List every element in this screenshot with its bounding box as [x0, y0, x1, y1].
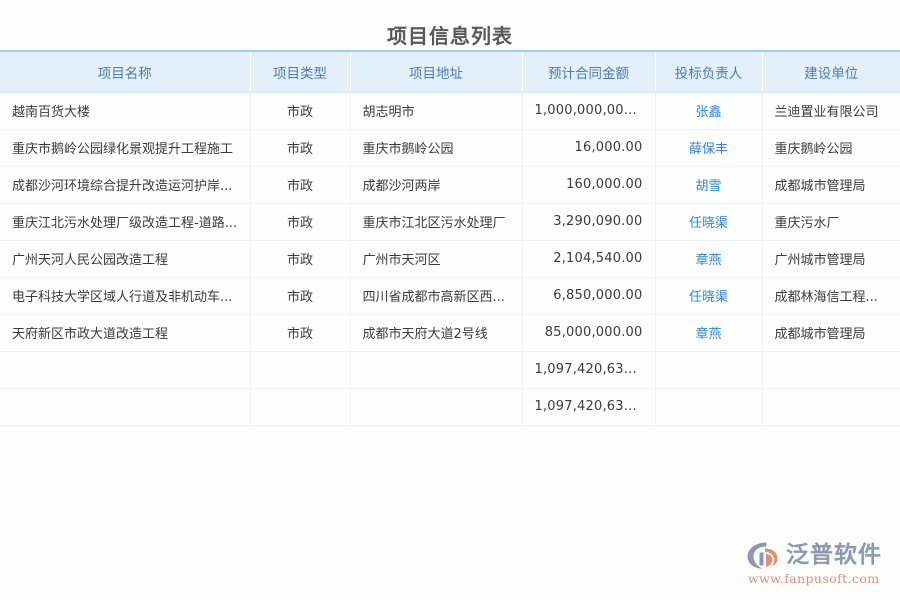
cell-construction-unit [762, 388, 900, 426]
bid-manager-link[interactable]: 薛保丰 [688, 142, 728, 157]
cell-project-name: 重庆市鹅岭公园绿化景观提升工程施工 [0, 129, 251, 167]
cell-project-type: 市政 [250, 240, 351, 278]
cell-contract-amount: 85,000,000.00 [522, 314, 656, 352]
table-row[interactable]: 越南百货大楼 市政 胡志明市 1,000,000,000.00 张鑫 兰迪置业有限公司 [0, 92, 900, 130]
cell-project-name: 天府新区市政大道改造工程 [0, 314, 251, 352]
cell-project-type [250, 388, 351, 426]
cell-bid-manager: 薛保丰 [655, 129, 763, 167]
bid-manager-link[interactable]: 张鑫 [695, 105, 722, 120]
cell-bid-manager [655, 388, 763, 426]
bid-manager-link[interactable]: 章燕 [695, 253, 722, 268]
table-row[interactable]: 成都沙河环境综合提升改造运河护岸... 市政 成都沙河两岸 160,000.00 胡雪 成… [0, 166, 900, 204]
cell-contract-amount: 6,850,000.00 [522, 277, 656, 315]
cell-project-address: 胡志明市 [350, 92, 523, 130]
cell-project-name: 成都沙河环境综合提升改造运河护岸... [0, 166, 251, 204]
cell-project-type: 市政 [250, 203, 351, 241]
bid-manager-link[interactable]: 章燕 [695, 327, 722, 342]
cell-project-name: 广州天河人民公园改造工程 [0, 240, 251, 278]
cell-project-name: 越南百货大楼 [0, 92, 251, 130]
table-header: 项目名称 项目类型 项目地址 预计合同金额 投标负责人 建设单位 [0, 52, 900, 93]
cell-bid-manager: 任晓渠 [655, 203, 763, 241]
cell-project-address: 重庆市江北区污水处理厂 [350, 203, 523, 241]
bid-manager-link[interactable]: 胡雪 [695, 179, 722, 194]
table-summary-row[interactable]: 1,097,420,630.00 [0, 351, 900, 389]
table-body: 越南百货大楼 市政 胡志明市 1,000,000,000.00 张鑫 兰迪置业有限公司 重庆… [0, 92, 900, 426]
cell-project-type: 市政 [250, 166, 351, 204]
cell-project-name [0, 351, 251, 389]
cell-construction-unit: 兰迪置业有限公司 [762, 92, 900, 130]
cell-contract-amount: 1,097,420,630.00 [522, 351, 656, 389]
page-title: 项目信息列表 [387, 24, 513, 48]
project-info-table-container: 项目名称 项目类型 项目地址 预计合同金额 投标负责人 建设单位 越南百货大楼市… [0, 50, 900, 426]
cell-bid-manager: 任晓渠 [655, 277, 763, 315]
cell-project-address: 成都沙河两岸 [350, 166, 523, 204]
cell-contract-amount: 1,000,000,000.00 [522, 92, 656, 130]
cell-construction-unit: 重庆鹅岭公园 [762, 129, 900, 167]
cell-project-name: 重庆江北污水处理厂级改造工程-道路... [0, 203, 251, 241]
fanpu-logo-icon [747, 542, 778, 569]
table-row[interactable]: 重庆市鹅岭公园绿化景观提升工程施工 市政 重庆市鹅岭公园 16,000.00 薛保丰 重庆… [0, 129, 900, 167]
cell-contract-amount: 1,097,420,630.00 [522, 388, 656, 426]
bid-manager-link[interactable]: 任晓渠 [688, 216, 728, 231]
watermark-brand-text: 泛普软件 [786, 542, 882, 568]
cell-project-name: 电子科技大学区域人行道及非机动车... [0, 277, 251, 315]
cell-project-name [0, 388, 251, 426]
cell-project-type: 市政 [250, 129, 351, 167]
column-header-project-type[interactable]: 项目类型 [250, 52, 351, 93]
cell-bid-manager: 张鑫 [655, 92, 763, 130]
cell-construction-unit: 成都林海信工程... [762, 277, 900, 315]
bid-manager-link[interactable]: 任晓渠 [688, 290, 728, 305]
table-row[interactable]: 天府新区市政大道改造工程 市政 成都市天府大道2号线 85,000,000.00 章燕 成… [0, 314, 900, 352]
table-row[interactable]: 广州天河人民公园改造工程 市政 广州市天河区 2,104,540.00 章燕 广州城市管理… [0, 240, 900, 278]
watermark-brand-row: 泛普软件 [746, 540, 882, 570]
column-header-contract-amount[interactable]: 预计合同金额 [522, 52, 656, 93]
cell-project-address [350, 388, 523, 426]
cell-construction-unit: 成都城市管理局 [762, 314, 900, 352]
column-header-project-address[interactable]: 项目地址 [350, 52, 523, 93]
project-info-table: 项目名称 项目类型 项目地址 预计合同金额 投标负责人 建设单位 越南百货大楼市… [0, 52, 900, 426]
cell-contract-amount: 3,290,090.00 [522, 203, 656, 241]
watermark-logo: 泛普软件 www.fanpusoft.com [746, 540, 882, 586]
table-row[interactable]: 重庆江北污水处理厂级改造工程-道路... 市政 重庆市江北区污水处理厂 3,290,0… [0, 203, 900, 241]
cell-bid-manager: 胡雪 [655, 166, 763, 204]
cell-project-type: 市政 [250, 314, 351, 352]
cell-project-address [350, 351, 523, 389]
cell-bid-manager [655, 351, 763, 389]
cell-bid-manager: 章燕 [655, 240, 763, 278]
cell-contract-amount: 2,104,540.00 [522, 240, 656, 278]
table-row[interactable]: 电子科技大学区域人行道及非机动车... 市政 四川省成都市高新区西... 6,850,… [0, 277, 900, 315]
column-header-bid-manager[interactable]: 投标负责人 [655, 52, 763, 93]
cell-project-address: 成都市天府大道2号线 [350, 314, 523, 352]
cell-construction-unit: 广州城市管理局 [762, 240, 900, 278]
cell-project-address: 四川省成都市高新区西... [350, 277, 523, 315]
cell-contract-amount: 160,000.00 [522, 166, 656, 204]
cell-project-type: 市政 [250, 92, 351, 130]
cell-project-address: 重庆市鹅岭公园 [350, 129, 523, 167]
column-header-project-name[interactable]: 项目名称 [0, 52, 251, 93]
cell-project-type: 市政 [250, 277, 351, 315]
column-header-construction-unit[interactable]: 建设单位 [762, 52, 900, 93]
cell-project-type [250, 351, 351, 389]
cell-contract-amount: 16,000.00 [522, 129, 656, 167]
cell-project-address: 广州市天河区 [350, 240, 523, 278]
cell-bid-manager: 章燕 [655, 314, 763, 352]
watermark-url-text: www.fanpusoft.com [748, 571, 880, 586]
table-summary-row[interactable]: 1,097,420,630.00 [0, 388, 900, 426]
table-header-row: 项目名称 项目类型 项目地址 预计合同金额 投标负责人 建设单位 [0, 52, 900, 93]
cell-construction-unit: 重庆污水厂 [762, 203, 900, 241]
cell-construction-unit: 成都城市管理局 [762, 166, 900, 204]
cell-construction-unit [762, 351, 900, 389]
